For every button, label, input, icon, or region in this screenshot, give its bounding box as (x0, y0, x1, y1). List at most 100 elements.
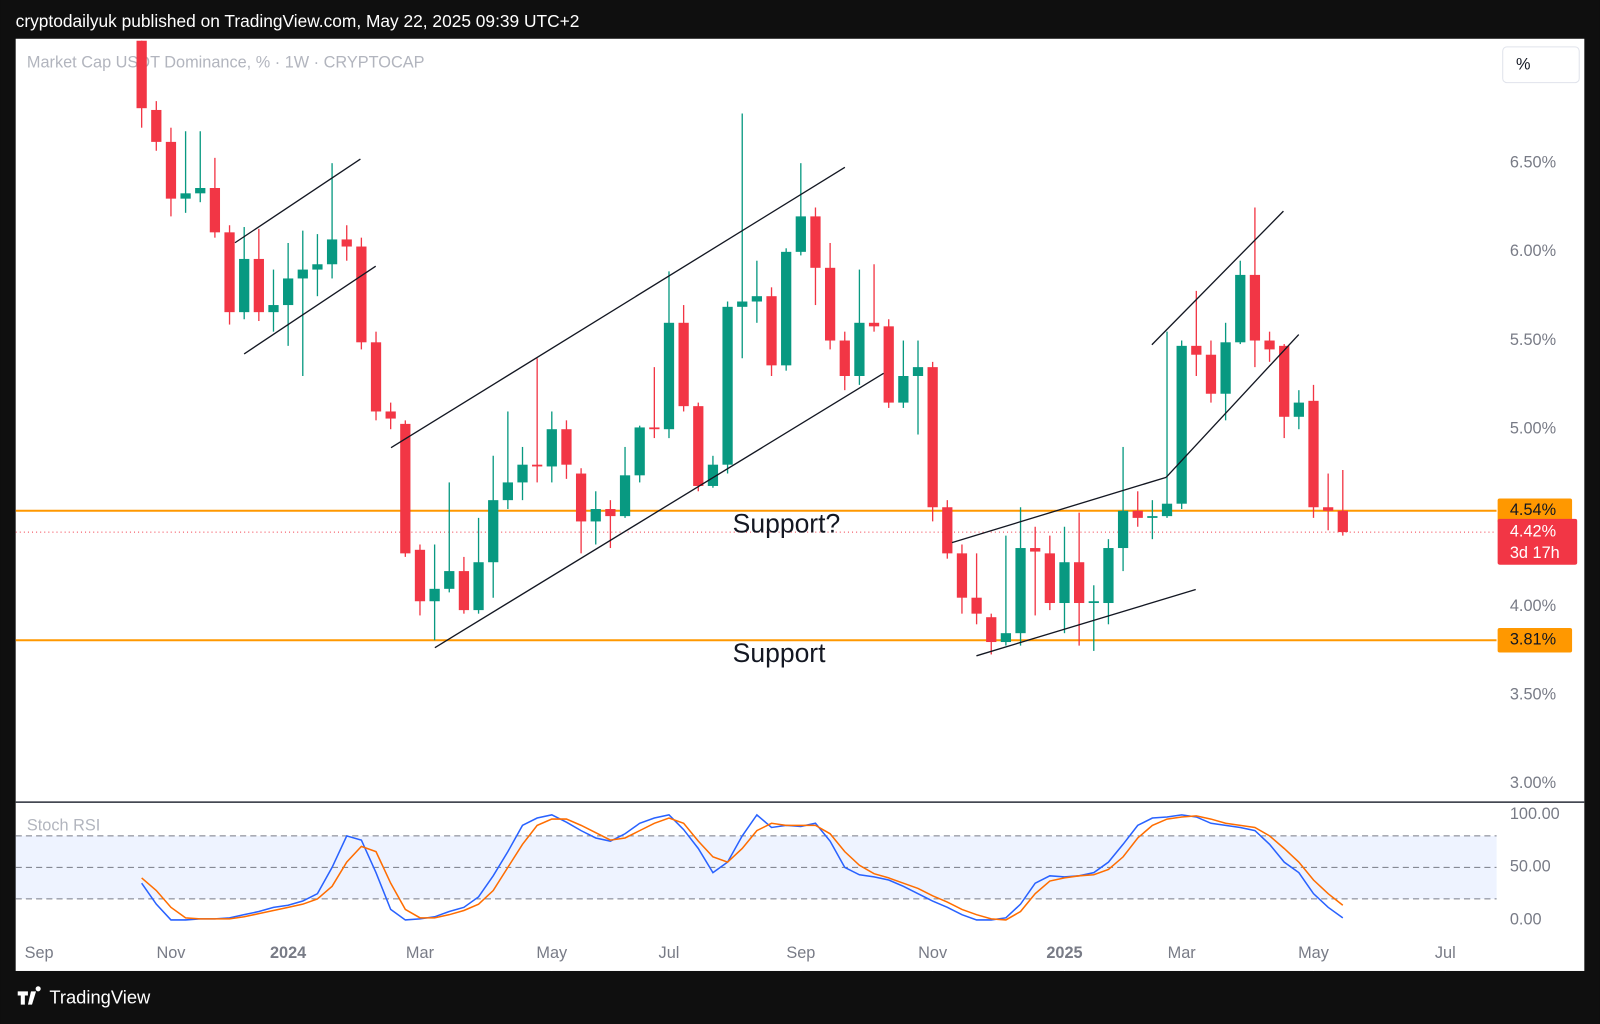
candle-body (619, 475, 631, 517)
candle-body (927, 367, 938, 508)
candle-body (400, 423, 411, 554)
trendline (976, 588, 1196, 657)
trendline (1151, 210, 1284, 346)
chart-area (15, 38, 1585, 971)
candle-body (1161, 503, 1173, 517)
candle-body (1293, 402, 1304, 417)
x-tick-label: 2024 (270, 944, 306, 962)
candle-body (444, 571, 455, 589)
candle-body (1059, 562, 1070, 604)
candle-body (1044, 553, 1055, 604)
candle-body (1323, 507, 1334, 511)
x-tick-label: 2025 (1046, 944, 1082, 962)
x-tick-label: May (536, 944, 568, 962)
candle-body (810, 216, 821, 268)
candle-body (1235, 274, 1246, 343)
scale-button-label[interactable]: % (1516, 56, 1531, 74)
candle-body (1176, 345, 1187, 504)
x-tick-label: Nov (918, 944, 948, 962)
candle-body (341, 239, 352, 247)
candle-body (649, 427, 660, 430)
annotation: Support (733, 638, 826, 668)
candle-body (312, 264, 323, 270)
trendline (234, 158, 361, 244)
trendline (434, 372, 884, 649)
candle-body (1015, 548, 1026, 634)
indicator-tick-label: 0.00 (1510, 910, 1542, 928)
y-tick-label: 6.00% (1510, 242, 1556, 260)
chart-title: Market Cap USDT Dominance, % · 1W · CRYP… (27, 54, 425, 72)
candle-body (1103, 548, 1114, 604)
candle-body (766, 296, 777, 366)
candle-body (1191, 345, 1202, 355)
candle-body (795, 216, 806, 252)
candle-body (283, 278, 294, 306)
x-tick-label: Jul (1435, 944, 1456, 962)
trendline (390, 166, 846, 449)
logo-mark (17, 986, 41, 1005)
candle-body (414, 549, 426, 602)
indicator-line (141, 815, 1344, 921)
candle-body (707, 464, 719, 486)
y-tick-label: 4.00% (1510, 597, 1556, 615)
candle-body (854, 322, 865, 377)
candle-body (737, 301, 748, 307)
candle-body (356, 246, 367, 343)
last-price-label: 4.42% (1510, 522, 1556, 540)
candle-body (663, 322, 675, 430)
candle-body (1132, 510, 1143, 518)
candle-body (1074, 562, 1085, 604)
trendlines (234, 158, 1300, 657)
candle-body (1147, 516, 1158, 518)
candle-body (180, 193, 191, 199)
indicator-tick-label: 100.00 (1510, 805, 1560, 823)
candle-body (722, 306, 733, 465)
candle-body (1088, 601, 1099, 604)
candle-body (165, 141, 177, 199)
level-tag (1497, 498, 1573, 524)
candle-body (678, 322, 689, 407)
candle-body (868, 322, 880, 327)
candle-body (693, 406, 704, 486)
candle-body (942, 507, 953, 554)
candle-body (546, 429, 557, 467)
candle-body (370, 342, 382, 412)
level-label: 3.81% (1510, 631, 1556, 649)
trendline (243, 265, 377, 355)
y-tick-label: 6.50% (1510, 153, 1556, 171)
candle-body (209, 188, 221, 233)
candle-body (1264, 340, 1275, 350)
indicator-tick-label: 50.00 (1510, 858, 1551, 876)
y-tick-label: 5.00% (1510, 420, 1556, 438)
candle-body (195, 188, 206, 194)
candle-body (1220, 342, 1231, 394)
candle-body (1308, 400, 1319, 508)
candle-body (634, 427, 645, 476)
candle-body (986, 617, 997, 643)
candle-body (224, 232, 235, 313)
indicator-title: Stoch RSI (27, 816, 100, 834)
candle-body (532, 464, 543, 467)
indicator-line (141, 813, 1344, 921)
candle-body (605, 509, 616, 517)
candle-body (1205, 354, 1217, 394)
annotation: Support? (733, 508, 841, 538)
level-tag (1497, 628, 1573, 653)
price-pane (15, 40, 1497, 655)
x-tick-label: Nov (156, 944, 186, 962)
candle-body (561, 429, 572, 465)
axes: 3.00%3.50%4.00%4.50%5.00%5.50%6.00%6.50%… (25, 153, 1578, 971)
candle-body (1117, 510, 1129, 549)
x-tick-label: Sep (786, 944, 815, 962)
candle-body (883, 326, 894, 403)
candle-body (239, 258, 250, 313)
candle-body (473, 562, 484, 611)
candle-body (1279, 345, 1290, 417)
candle-body (590, 509, 601, 522)
scale-button[interactable] (1502, 46, 1580, 84)
candle-body (751, 296, 763, 302)
candle-body (1249, 274, 1261, 341)
candle-body (502, 482, 513, 501)
